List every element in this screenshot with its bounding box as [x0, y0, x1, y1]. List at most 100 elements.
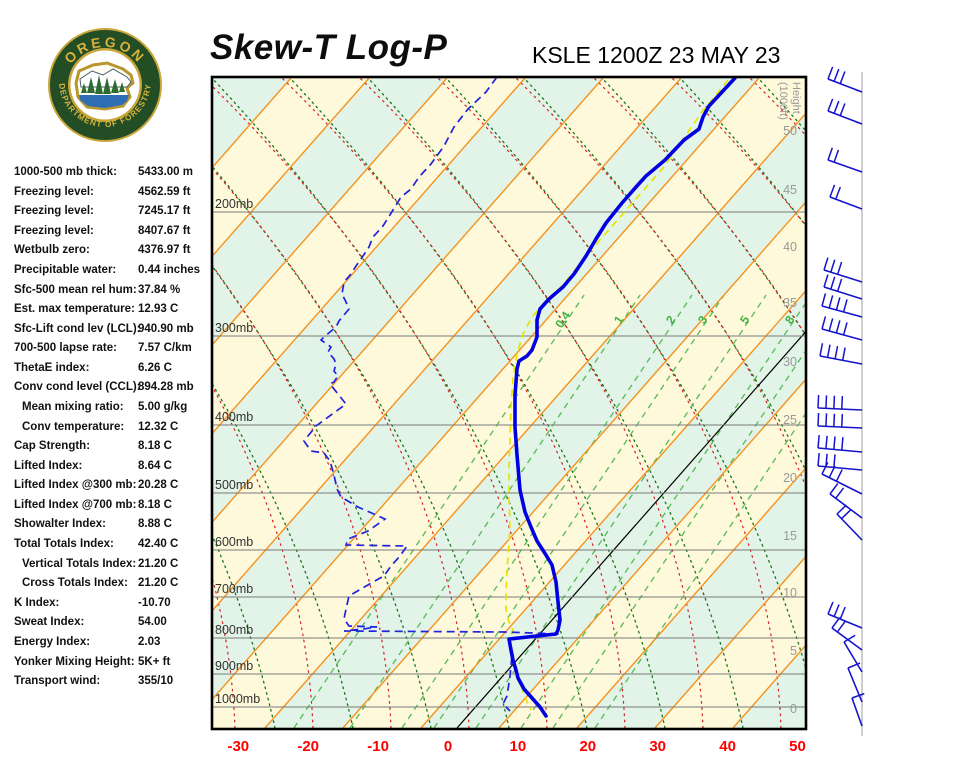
index-label: Vertical Totals Index:: [22, 557, 137, 570]
sounding-index-row: Total Totals Index: 42.40 C: [0, 538, 212, 557]
index-label: Transport wind:: [14, 675, 101, 688]
trees: [81, 75, 125, 94]
index-label: Freezing level:: [14, 185, 94, 198]
index-value: 4376.97 ft: [138, 244, 191, 257]
index-label: 700-500 lapse rate:: [14, 342, 117, 355]
axis-labels-layer: 200mb 300mb 400mb 500mb 600mb 700mb 800mb 900mb…: [215, 82, 806, 755]
wind-barb: [823, 257, 863, 283]
svg-text:10: 10: [783, 586, 797, 600]
index-label: Freezing level:: [14, 224, 94, 237]
trace-layer: [302, 78, 737, 718]
index-label: Lifted Index @700 mb:: [14, 498, 137, 511]
wind-barb: [827, 66, 863, 93]
svg-text:5: 5: [790, 644, 797, 658]
svg-text:40: 40: [783, 240, 797, 254]
odf-logo: OREGON DEPARTMENT OF FORESTRY: [48, 28, 162, 142]
mountain: [79, 68, 132, 88]
svg-text:35: 35: [783, 296, 797, 310]
index-label: Conv temperature:: [22, 420, 125, 433]
wind-barb: [831, 617, 863, 651]
svg-text:800mb: 800mb: [215, 623, 253, 637]
wind-barb: [829, 483, 863, 519]
svg-text:-10: -10: [367, 738, 389, 755]
index-value: 5.00 g/kg: [138, 401, 188, 413]
wind-barb: [817, 394, 863, 411]
svg-text:300mb: 300mb: [215, 321, 253, 335]
sounding-index-row: K Index: -10.70: [0, 597, 212, 616]
index-value: 355/10: [138, 675, 174, 688]
svg-text:-30: -30: [227, 738, 249, 755]
index-label: Energy Index:: [14, 635, 91, 648]
svg-text:-20: -20: [297, 738, 319, 755]
index-label: Cross Totals Index:: [22, 577, 128, 590]
index-value: 8.64 C: [138, 459, 172, 472]
index-label: Lifted Index:: [14, 459, 83, 472]
sounding-index-row: Freezing level: 8407.67 ft: [0, 225, 212, 244]
sounding-index-row: ThetaE index: 6.26 C: [0, 362, 212, 381]
wind-barb-column: [817, 66, 865, 736]
index-value: 940.90 mb: [138, 322, 194, 335]
pressure-line-layer: [213, 211, 805, 708]
wind-barb: [829, 184, 863, 210]
wind-barb: [836, 504, 863, 541]
svg-text:600mb: 600mb: [215, 535, 253, 549]
svg-text:30: 30: [649, 738, 666, 755]
index-label: Mean mixing ratio:: [22, 401, 124, 413]
index-label: 1000-500 mb thick:: [14, 166, 117, 178]
wind-barb: [827, 98, 863, 125]
index-label: Conv cond level (CCL):: [14, 381, 141, 394]
svg-text:20: 20: [579, 738, 596, 755]
sounding-indices-panel: 1000-500 mb thick: 5433.00 m Freezing leve…: [0, 166, 212, 687]
sounding-index-row: Yonker Mixing Height: 5K+ ft: [0, 656, 212, 675]
sounding-index-row: Lifted Index @700 mb: 8.18 C: [0, 499, 212, 518]
wind-barb: [817, 434, 863, 453]
wind-barb: [817, 412, 863, 429]
index-label: Cap Strength:: [14, 440, 91, 453]
index-value: 8.18 C: [138, 498, 172, 511]
index-value: 5433.00 m: [138, 166, 193, 178]
svg-text:500mb: 500mb: [215, 478, 253, 492]
sounding-index-row: Sfc-Lift cond lev (LCL): 940.90 mb: [0, 323, 212, 342]
svg-text:25: 25: [783, 413, 797, 427]
svg-text:900mb: 900mb: [215, 659, 253, 673]
sounding-index-row: Conv cond level (CCL): 894.28 mb: [0, 381, 212, 400]
index-label: Lifted Index @300 mb:: [14, 479, 137, 492]
svg-text:45: 45: [783, 183, 797, 197]
index-label: Freezing level:: [14, 205, 94, 218]
wind-barb: [821, 462, 863, 495]
index-value: 12.93 C: [138, 303, 179, 316]
index-label: Precipitable water:: [14, 263, 117, 276]
index-value: -10.70: [138, 596, 171, 609]
svg-text:1000mb: 1000mb: [215, 692, 260, 706]
sounding-index-row: Conv temperature: 12.32 C: [0, 421, 212, 440]
svg-text:200mb: 200mb: [215, 197, 253, 211]
sounding-index-row: Precipitable water: 0.44 inches: [0, 264, 212, 283]
sounding-index-row: Transport wind: 355/10: [0, 675, 212, 694]
index-value: 7.57 C/km: [138, 342, 192, 355]
svg-text:15: 15: [783, 529, 797, 543]
sounding-index-row: Lifted Index: 8.64 C: [0, 460, 212, 479]
index-value: 2.03: [138, 635, 161, 648]
svg-text:30: 30: [783, 355, 797, 369]
index-label: K Index:: [14, 596, 60, 609]
sounding-index-row: 700-500 lapse rate: 7.57 C/km: [0, 342, 212, 361]
sounding-index-row: 1000-500 mb thick: 5433.00 m: [0, 166, 212, 185]
isotherm-layer: [213, 78, 805, 728]
sounding-index-row: Cap Strength: 8.18 C: [0, 440, 212, 459]
sounding-index-row: Freezing level: 7245.17 ft: [0, 205, 212, 224]
wind-barb: [827, 147, 863, 173]
sounding-index-row: Freezing level: 4562.59 ft: [0, 186, 212, 205]
index-value: 21.20 C: [138, 557, 179, 570]
index-label: ThetaE index:: [14, 361, 90, 374]
index-value: 12.32 C: [138, 420, 179, 433]
sounding-index-row: Energy Index: 2.03: [0, 636, 212, 655]
svg-text:Height: Height: [790, 82, 802, 114]
sounding-index-row: Cross Totals Index: 21.20 C: [0, 577, 212, 596]
plot-border: [210, 75, 808, 731]
mixing-ratio-layer: [293, 294, 805, 728]
svg-text:700mb: 700mb: [215, 582, 253, 596]
index-label: Wetbulb zero:: [14, 244, 90, 257]
wind-barb: [823, 274, 863, 300]
